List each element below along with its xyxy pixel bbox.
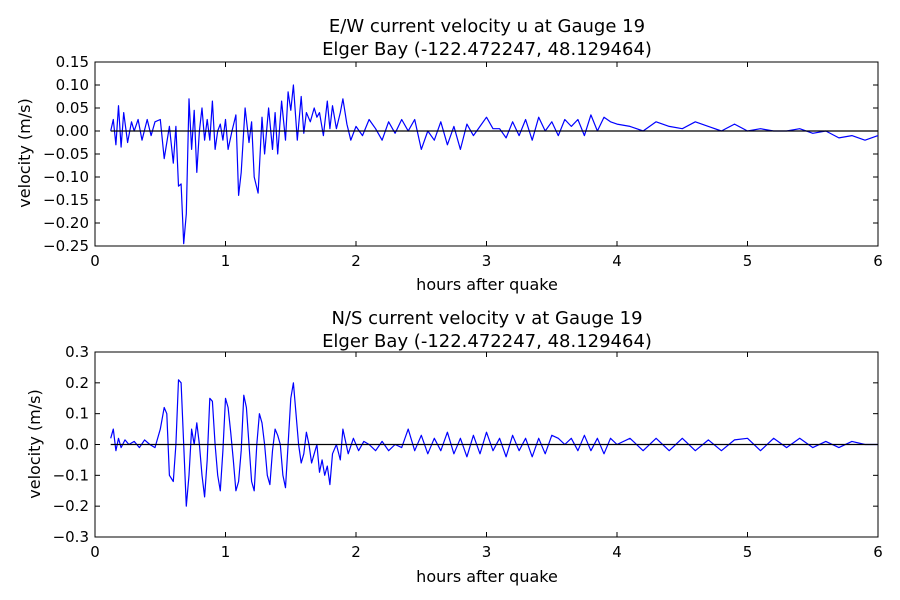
y-tick-label: −0.10 [43, 168, 89, 186]
axes-u: 0 1 2 3 4 5 6 0.15 0.10 0.05 0.00 −0.05 −0.10 −0.15 −0… [43, 53, 883, 270]
x-tick-label: 6 [873, 252, 883, 270]
velocity-series-line [110, 84, 879, 245]
x-axis-label-v: hours after quake [416, 567, 558, 586]
y-axis-label-v: velocity (m/s) [25, 389, 44, 498]
x-tick-label: 0 [90, 543, 100, 561]
x-tick-label: 1 [221, 252, 231, 270]
x-tick-label: 5 [743, 252, 753, 270]
y-tick-label: −0.05 [43, 145, 89, 163]
x-tick-label: 2 [351, 252, 361, 270]
y-tick-label: 0.00 [56, 122, 89, 140]
subplot-v: N/S current velocity v at Gauge 19 Elger… [25, 308, 883, 586]
chart-subtitle-v: Elger Bay (-122.472247, 48.129464) [322, 331, 652, 352]
x-tick-label: 4 [612, 252, 622, 270]
y-tick-label: 0.15 [56, 53, 89, 71]
subplot-u: E/W current velocity u at Gauge 19 Elger… [15, 16, 883, 294]
velocity-series-line [110, 379, 878, 507]
x-tick-label: 3 [482, 543, 492, 561]
x-tick-label: 3 [482, 252, 492, 270]
x-tick-label: 1 [221, 543, 231, 561]
chart-subtitle-u: Elger Bay (-122.472247, 48.129464) [322, 39, 652, 60]
x-tick-label: 6 [873, 543, 883, 561]
x-tick-label: 4 [612, 543, 622, 561]
y-tick-label: 0.3 [65, 343, 89, 361]
chart-title-u: E/W current velocity u at Gauge 19 [329, 16, 645, 37]
y-tick-label: 0.05 [56, 99, 89, 117]
y-tick-label: 0.0 [65, 436, 89, 454]
x-tick-label: 5 [743, 543, 753, 561]
x-tick-label: 0 [90, 252, 100, 270]
y-tick-label: −0.2 [53, 497, 89, 515]
y-tick-label: 0.2 [65, 374, 89, 392]
y-tick-label: −0.20 [43, 214, 89, 232]
y-tick-label: −0.25 [43, 237, 89, 255]
chart-title-v: N/S current velocity v at Gauge 19 [331, 308, 642, 329]
y-tick-label: −0.3 [53, 528, 89, 546]
y-tick-label: −0.1 [53, 466, 89, 484]
y-tick-label: −0.15 [43, 191, 89, 209]
y-tick-label: 0.10 [56, 76, 89, 94]
y-axis-label-u: velocity (m/s) [15, 98, 34, 207]
axes-v: 0 1 2 3 4 5 6 0.3 0.2 0.1 0.0 −0.1 −0.2 −0.3 [53, 343, 883, 561]
plot-frame [94, 61, 879, 247]
x-tick-label: 2 [351, 543, 361, 561]
x-axis-label-u: hours after quake [416, 275, 558, 294]
y-tick-label: 0.1 [65, 405, 89, 423]
